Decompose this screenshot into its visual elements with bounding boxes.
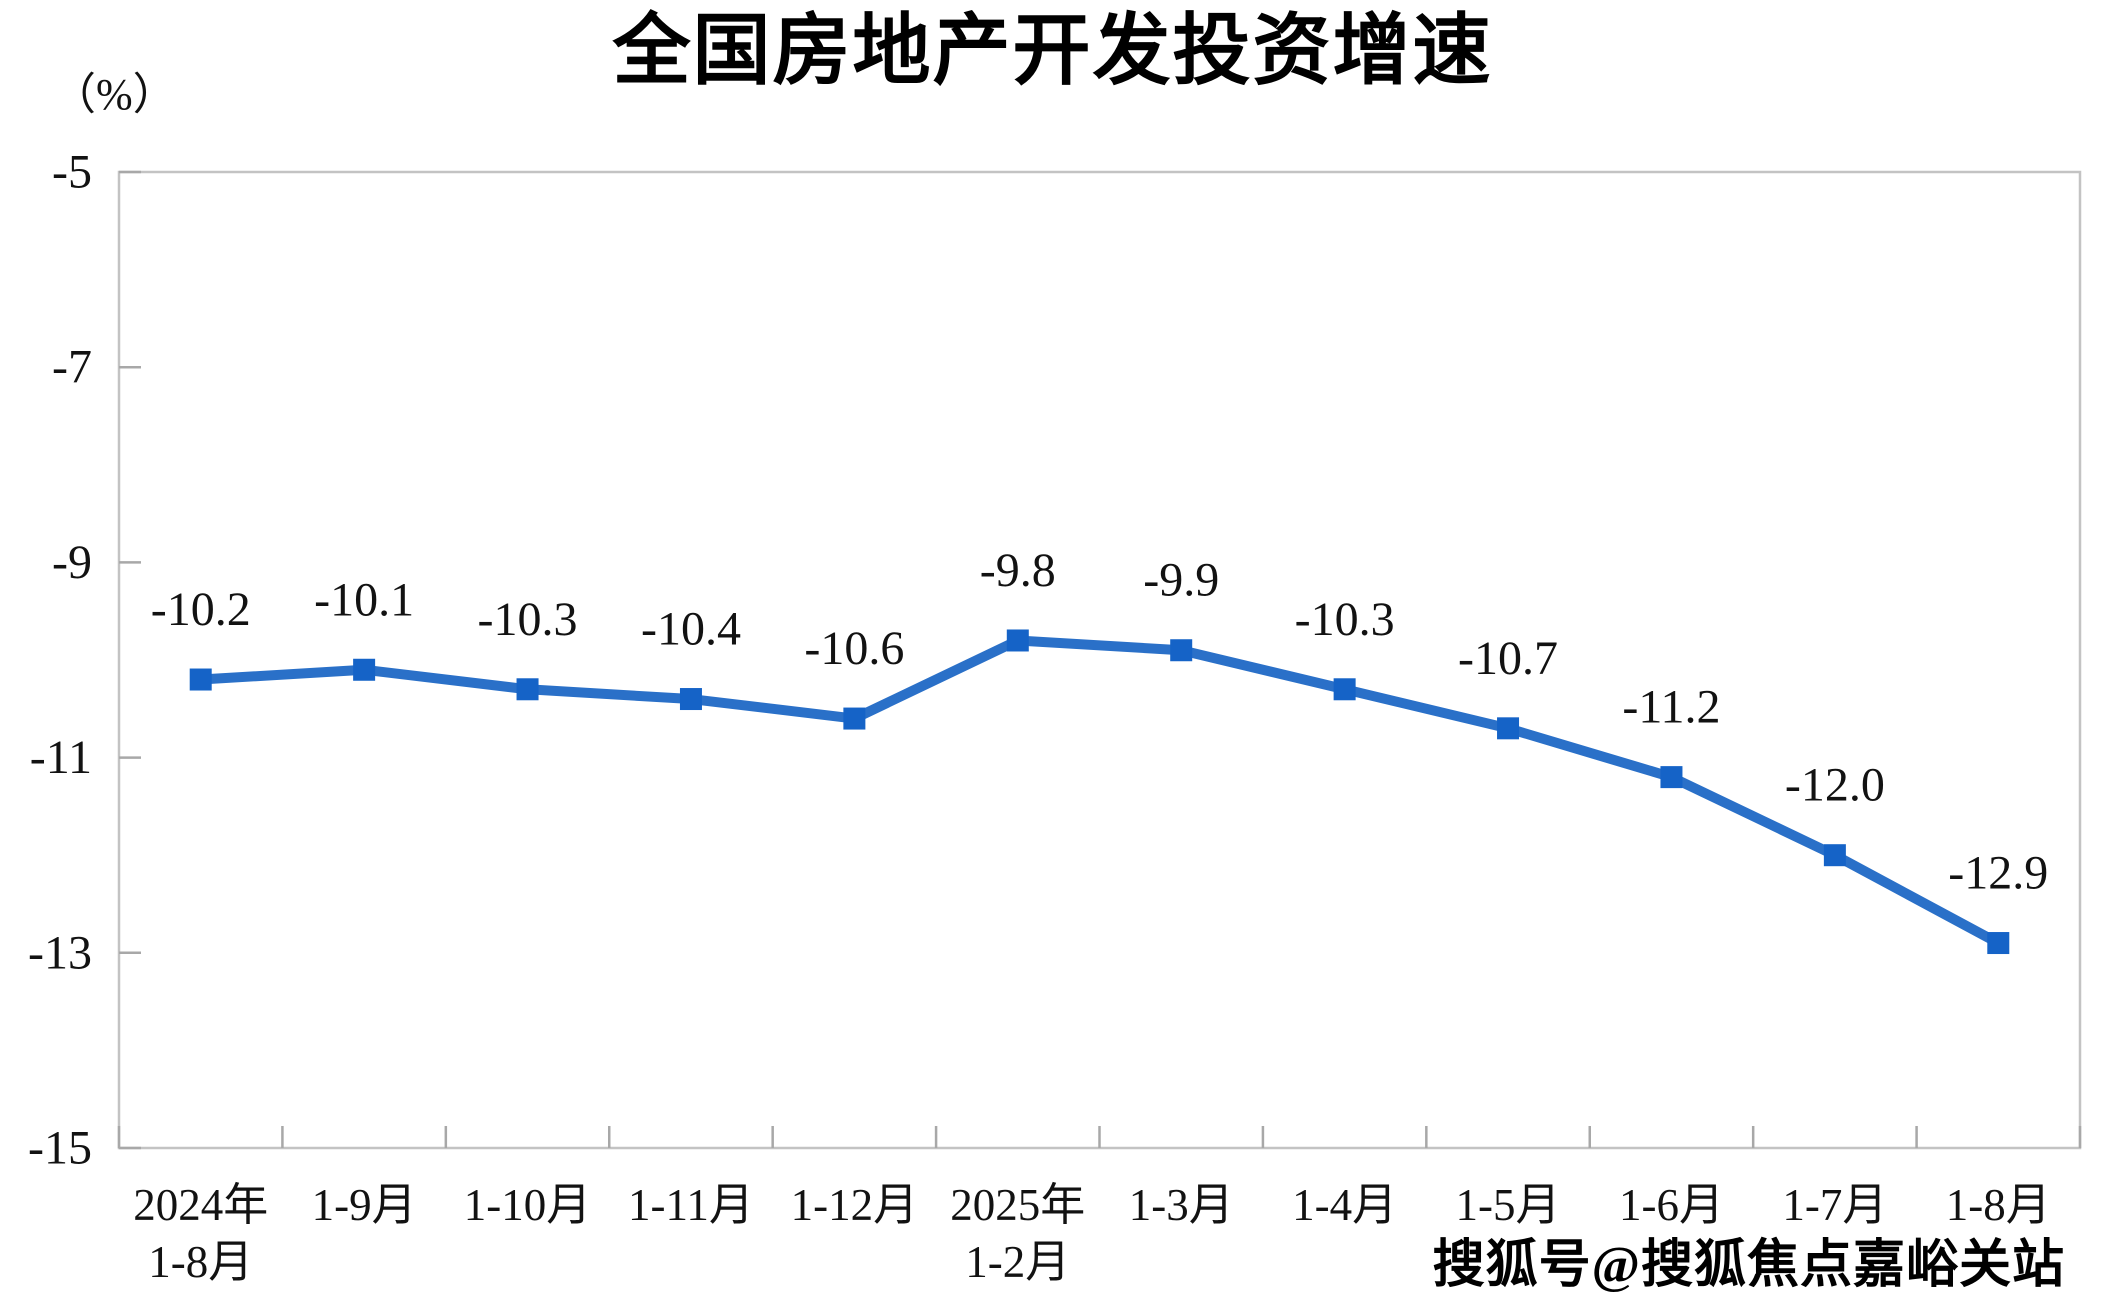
data-point-marker <box>1987 932 2010 955</box>
y-axis-tick-label: -11 <box>30 731 92 784</box>
x-axis-category-label: 1-8月 <box>148 1237 253 1287</box>
x-axis-category-label: 1-11月 <box>628 1180 754 1230</box>
data-point-marker <box>1823 844 1846 867</box>
data-point-label: -10.2 <box>151 583 251 636</box>
y-axis-tick-label: -5 <box>52 146 92 199</box>
y-axis-unit-label: （%） <box>52 70 177 119</box>
data-point-marker <box>1170 639 1193 662</box>
y-axis-tick-label: -9 <box>52 536 92 589</box>
data-point-label: -10.7 <box>1458 632 1558 685</box>
data-point-label: -10.3 <box>478 593 578 646</box>
x-axis-category-label: 1-10月 <box>464 1180 592 1230</box>
y-axis-tick-label: -13 <box>28 926 92 979</box>
data-point-marker <box>1497 717 1520 740</box>
x-axis-category-label: 2024年 <box>133 1180 268 1230</box>
x-axis-category-label: 1-9月 <box>312 1180 417 1230</box>
x-axis-category-label: 1-2月 <box>965 1237 1070 1287</box>
data-point-label: -9.8 <box>980 544 1056 597</box>
data-point-label: -12.0 <box>1785 759 1885 812</box>
data-point-marker <box>189 668 212 691</box>
data-point-label: -10.1 <box>314 573 414 626</box>
x-axis-category-label: 1-3月 <box>1129 1180 1234 1230</box>
plot-border <box>117 170 2082 1150</box>
data-point-marker <box>516 678 539 701</box>
data-point-marker <box>1006 629 1029 652</box>
data-point-marker <box>1333 678 1356 701</box>
chart-title: 全国房地产开发投资增速 <box>612 6 1493 94</box>
data-point-marker <box>679 688 702 711</box>
x-axis-category-label: 2025年 <box>950 1180 1085 1230</box>
watermark: 搜狐号@搜狐焦点嘉峪关站 <box>1432 1237 2065 1294</box>
y-axis-tick-label: -7 <box>52 341 92 394</box>
x-axis-category-label: 1-12月 <box>791 1180 919 1230</box>
x-axis-category-label: 1-6月 <box>1619 1180 1724 1230</box>
x-axis-category-label: 1-7月 <box>1782 1180 1887 1230</box>
y-axis-tick-label: -15 <box>28 1122 92 1175</box>
x-axis-category-label: 1-8月 <box>1946 1180 2051 1230</box>
data-point-marker <box>353 658 376 681</box>
series-line <box>195 635 2004 949</box>
data-point-label: -10.4 <box>641 603 741 656</box>
data-point-label: -11.2 <box>1622 681 1720 734</box>
data-point-label: -10.3 <box>1295 593 1395 646</box>
data-point-label: -9.9 <box>1143 554 1219 607</box>
x-axis-category-label: 1-5月 <box>1456 1180 1561 1230</box>
data-point-label: -10.6 <box>804 622 904 675</box>
data-point-marker <box>843 707 866 730</box>
data-point-marker <box>1660 766 1683 789</box>
x-axis-category-label: 1-4月 <box>1292 1180 1397 1230</box>
data-point-label: -12.9 <box>1948 847 2048 900</box>
